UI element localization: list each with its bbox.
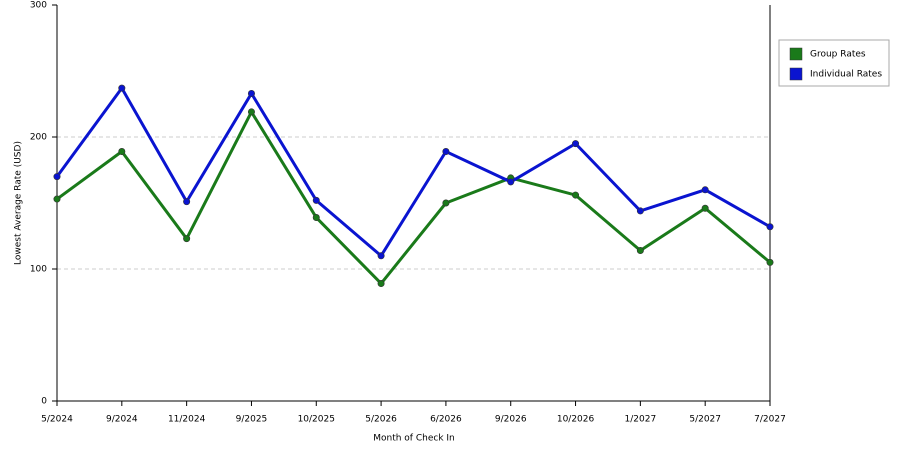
data-point <box>312 214 320 222</box>
data-point <box>118 84 126 92</box>
y-tick-label: 300 <box>30 1 47 11</box>
data-point <box>572 191 580 199</box>
x-tick-label: 11/2024 <box>168 415 206 425</box>
x-axis-label: Month of Check In <box>373 434 455 444</box>
x-tick-label: 5/2024 <box>41 415 73 425</box>
x-tick-label: 1/2027 <box>625 415 657 425</box>
data-point <box>247 89 255 97</box>
y-axis-label: Lowest Average Rate (USD) <box>14 141 24 265</box>
x-tick-label: 10/2026 <box>557 415 595 425</box>
data-point <box>766 223 774 231</box>
data-point <box>636 207 644 215</box>
data-point <box>766 258 774 266</box>
x-tick-label: 5/2026 <box>365 415 397 425</box>
data-point <box>442 148 450 156</box>
y-tick-label: 100 <box>30 265 47 275</box>
data-point <box>183 235 191 243</box>
data-point <box>53 173 61 181</box>
data-point <box>701 204 709 212</box>
x-tick-label: 9/2025 <box>236 415 268 425</box>
legend-label: Individual Rates <box>810 70 882 80</box>
x-tick-label: 5/2027 <box>689 415 721 425</box>
series-line <box>55 85 771 259</box>
y-tick-label: 0 <box>41 397 47 407</box>
series-line <box>56 108 771 286</box>
x-tick-label: 9/2026 <box>495 415 527 425</box>
x-tick-label: 10/2025 <box>298 415 335 425</box>
data-point <box>53 195 61 203</box>
data-point <box>377 280 385 288</box>
data-point <box>118 148 126 156</box>
data-point <box>312 196 320 204</box>
x-tick-label: 6/2026 <box>430 415 462 425</box>
legend-swatch <box>789 67 803 81</box>
legend-swatch <box>789 47 803 61</box>
x-tick-label: 7/2027 <box>754 415 786 425</box>
data-point <box>442 199 450 207</box>
y-tick-label: 200 <box>30 133 47 143</box>
data-point <box>572 140 580 148</box>
data-point <box>636 247 644 255</box>
data-point <box>183 198 191 206</box>
data-point <box>507 178 515 186</box>
data-point <box>377 252 385 260</box>
x-tick-label: 9/2024 <box>106 415 138 425</box>
legend-label: Group Rates <box>810 50 866 60</box>
data-point <box>701 186 709 194</box>
data-point <box>247 108 255 116</box>
